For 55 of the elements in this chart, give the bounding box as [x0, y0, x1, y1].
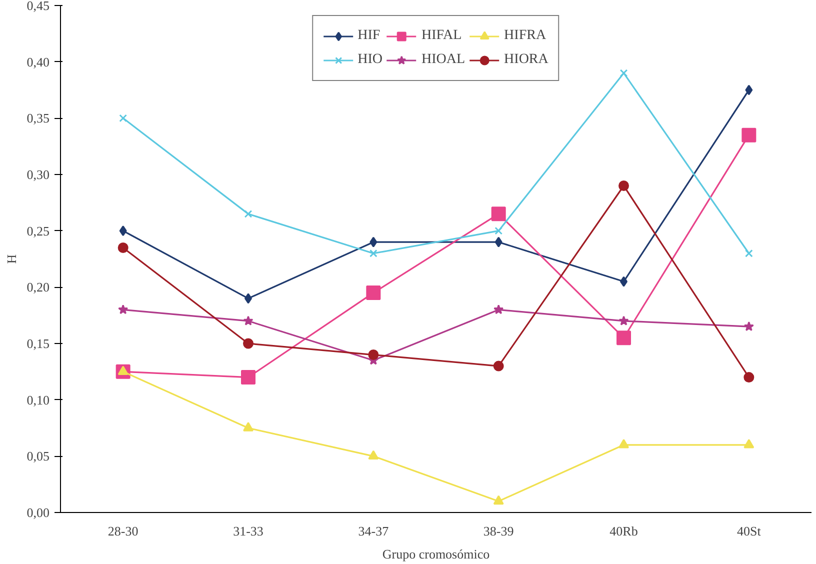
- legend-label: HIO: [358, 52, 382, 68]
- x-tick-label: 34-37: [358, 524, 390, 538]
- y-tick-label: 0,05: [26, 448, 50, 464]
- point: [744, 249, 753, 258]
- point: [119, 226, 127, 236]
- y-tick-label: 0,45: [26, 0, 50, 13]
- x-tick-label: 31-33: [233, 524, 264, 538]
- point: [493, 495, 504, 505]
- point: [118, 242, 128, 253]
- point: [119, 114, 128, 122]
- point: [243, 338, 254, 349]
- point: [493, 360, 504, 372]
- point: [745, 84, 753, 96]
- x-tick-label: 38-39: [483, 524, 514, 538]
- point: [494, 236, 502, 248]
- point: [742, 128, 756, 142]
- x-axis-title: Grupo cromosómico: [382, 546, 490, 562]
- point: [118, 304, 128, 314]
- point: [366, 286, 381, 300]
- legend-label: HIFAL: [422, 28, 462, 44]
- point: [491, 206, 506, 222]
- point: [620, 69, 628, 78]
- legend-label: HIORA: [504, 52, 548, 68]
- y-axis-title: H: [4, 254, 19, 264]
- point: [368, 350, 379, 360]
- point: [744, 321, 754, 331]
- point: [243, 422, 254, 432]
- x-tick-label: 40St: [736, 524, 762, 538]
- point: [618, 180, 629, 192]
- y-tick-label: 0,00: [26, 505, 50, 520]
- legend-label: HIFRA: [504, 28, 546, 44]
- point: [241, 370, 256, 385]
- point: [616, 330, 631, 346]
- x-tick-label: 40Rb: [610, 524, 638, 538]
- point: [368, 450, 379, 460]
- legend-label: HIF: [358, 28, 380, 44]
- point: [243, 316, 254, 326]
- point: [370, 236, 378, 248]
- point: [494, 226, 503, 235]
- point: [744, 372, 754, 383]
- legend-label: HIOAL: [422, 52, 466, 68]
- point: [369, 249, 378, 258]
- y-tick-label: 0,40: [26, 54, 50, 70]
- y-tick-label: 0,10: [26, 392, 50, 408]
- point: [244, 210, 252, 218]
- x-tick-label: 28-30: [108, 524, 138, 538]
- point: [618, 438, 629, 448]
- y-tick-label: 0,20: [26, 280, 50, 295]
- y-tick-label: 0,25: [26, 223, 50, 238]
- point: [744, 438, 754, 448]
- y-tick-label: 0,30: [26, 167, 50, 182]
- point: [494, 304, 504, 314]
- y-tick-label: 0,15: [26, 336, 50, 351]
- point: [618, 316, 629, 326]
- y-tick-label: 0,35: [26, 110, 50, 126]
